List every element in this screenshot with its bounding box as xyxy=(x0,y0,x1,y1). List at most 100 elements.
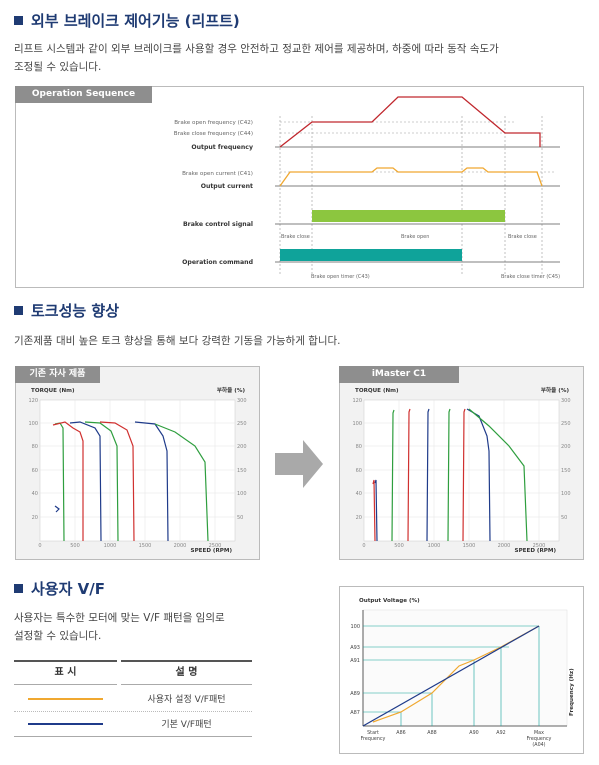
y2-tick: 300 xyxy=(561,398,571,404)
torque-curve xyxy=(391,409,395,542)
y-tick: 20 xyxy=(356,515,362,521)
y-tick: 80 xyxy=(32,444,38,450)
imaster-torque-chart: TORQUE (Nm) 부하율 (%) SPEED (RPM) 120 100 … xyxy=(352,386,571,554)
vf-y-tick: A91 xyxy=(350,658,360,664)
section-title-vf: 사용자 V/F xyxy=(14,578,105,599)
vf-x-tick: A86 xyxy=(396,730,405,736)
x-tick: 0 xyxy=(38,543,41,549)
x-tick: 2500 xyxy=(533,543,546,549)
y-tick: 60 xyxy=(32,468,38,474)
desc-line: 사용자는 특수한 모터에 맞는 V/F 패턴을 임의로 xyxy=(14,612,225,624)
vf-x-tick: A90 xyxy=(469,730,478,736)
vf-x-tick: Max xyxy=(534,730,544,736)
section-description: 기존제품 대비 높은 토크 향상을 통해 보다 강력한 기동을 가능하게 합니다… xyxy=(14,335,341,347)
brake-control-bar xyxy=(312,210,505,222)
torque-curve xyxy=(84,421,119,542)
section-title-text: 사용자 V/F xyxy=(31,580,105,598)
close-timer-label: Brake close timer (C45) xyxy=(501,274,560,280)
vf-y-tick: A89 xyxy=(350,691,360,697)
y-tick: 120 xyxy=(352,398,362,404)
load-axis-label: 부하율 (%) xyxy=(217,386,246,394)
y2-tick: 50 xyxy=(237,515,243,521)
torque-curve xyxy=(52,421,84,541)
legacy-product-tab: 기존 자사 제품 xyxy=(15,366,100,383)
vf-y-tick: 100 xyxy=(350,624,360,630)
y2-tick: 150 xyxy=(561,468,571,474)
operation-sequence-tab: Operation Sequence xyxy=(15,86,152,103)
x-tick: 1500 xyxy=(139,543,152,549)
section-description: 사용자는 특수한 모터에 맞는 V/F 패턴을 임의로 설정할 수 있습니다. xyxy=(14,609,225,645)
section-title-torque: 토크성능 향상 xyxy=(14,300,119,321)
brake-close-label: Brake close xyxy=(508,234,537,240)
torque-curve xyxy=(134,421,169,542)
y-tick: 100 xyxy=(28,421,38,427)
desc-line: 리프트 시스템과 같이 외부 브레이크를 사용할 경우 안전하고 정교한 제어를… xyxy=(14,43,499,55)
vf-y-tick: A93 xyxy=(350,645,360,651)
output-frequency-label: Output frequency xyxy=(191,144,253,151)
operation-command-label: Operation command xyxy=(182,259,253,266)
y2-tick: 50 xyxy=(561,515,567,521)
brake-control-label: Brake control signal xyxy=(183,221,253,228)
y-tick: 60 xyxy=(356,468,362,474)
brake-open-label: Brake open xyxy=(401,234,429,240)
operation-command-bar xyxy=(280,249,462,261)
comparison-arrow-icon xyxy=(275,440,323,488)
section-title-text: 토크성능 향상 xyxy=(31,302,120,320)
vf-x-tick: Start xyxy=(367,730,379,736)
legacy-torque-chart: TORQUE (Nm) 부하율 (%) SPEED (RPM) 120 100 … xyxy=(28,386,247,554)
output-current-label: Output current xyxy=(201,183,253,190)
torque-curve xyxy=(407,408,411,542)
vf-x-tick: (A04) xyxy=(532,742,545,748)
vf-legend-table: 표 시 설 명 사용자 설정 V/F패턴 기본 V/F패턴 xyxy=(14,660,252,740)
vf-x-tick: Frequency xyxy=(527,736,552,742)
square-bullet-icon xyxy=(14,306,23,315)
legend-head-display: 표 시 xyxy=(14,660,117,685)
torque-curve xyxy=(447,408,451,542)
output-current-line xyxy=(279,167,543,187)
x-tick: 2500 xyxy=(209,543,222,549)
y-tick: 20 xyxy=(32,515,38,521)
legend-swatch-user xyxy=(28,698,103,700)
torque-axis-label: TORQUE (Nm) xyxy=(31,388,75,394)
imaster-tab: iMaster C1 xyxy=(339,366,459,383)
y-tick: 40 xyxy=(356,491,362,497)
torque-curve xyxy=(462,408,466,542)
y2-tick: 300 xyxy=(237,398,247,404)
torque-curve xyxy=(372,479,376,542)
vf-x-tick: A92 xyxy=(496,730,505,736)
torque-curve xyxy=(426,408,430,542)
y2-tick: 250 xyxy=(237,421,247,427)
section-title-brake: 외부 브레이크 제어기능 (리프트) xyxy=(14,10,240,31)
torque-curve xyxy=(54,505,60,513)
section-title-text: 외부 브레이크 제어기능 (리프트) xyxy=(31,12,240,30)
open-timer-label: Brake open timer (C43) xyxy=(311,274,370,280)
torque-curve xyxy=(154,423,209,542)
y-tick: 80 xyxy=(356,444,362,450)
torque-curve xyxy=(374,479,378,542)
square-bullet-icon xyxy=(14,584,23,593)
x-tick: 1000 xyxy=(428,543,441,549)
vf-x-tick: A88 xyxy=(427,730,436,736)
legend-swatch-default xyxy=(28,723,103,725)
section-description: 리프트 시스템과 같이 외부 브레이크를 사용할 경우 안전하고 정교한 제어를… xyxy=(14,40,499,76)
brake-close-label: Brake close xyxy=(281,234,310,240)
y2-tick: 100 xyxy=(237,491,247,497)
y-tick: 100 xyxy=(352,421,362,427)
operation-sequence-diagram: Brake open frequency (C42) Brake close f… xyxy=(174,96,560,280)
default-vf-pattern-line xyxy=(362,625,540,727)
y2-tick: 200 xyxy=(561,444,571,450)
speed-axis-label: SPEED (RPM) xyxy=(515,548,557,554)
y2-tick: 200 xyxy=(237,444,247,450)
y-tick: 120 xyxy=(28,398,38,404)
output-frequency-line xyxy=(279,96,541,148)
speed-axis-label: SPEED (RPM) xyxy=(191,548,233,554)
x-tick: 2000 xyxy=(174,543,187,549)
y2-tick: 150 xyxy=(237,468,247,474)
x-tick: 1000 xyxy=(104,543,117,549)
vf-x-tick: Frequency xyxy=(361,736,386,742)
x-tick: 500 xyxy=(394,543,404,549)
torque-curve xyxy=(468,408,528,542)
torque-curve xyxy=(69,421,102,542)
legend-desc-user: 사용자 설정 V/F패턴 xyxy=(147,695,226,705)
x-tick: 0 xyxy=(362,543,365,549)
